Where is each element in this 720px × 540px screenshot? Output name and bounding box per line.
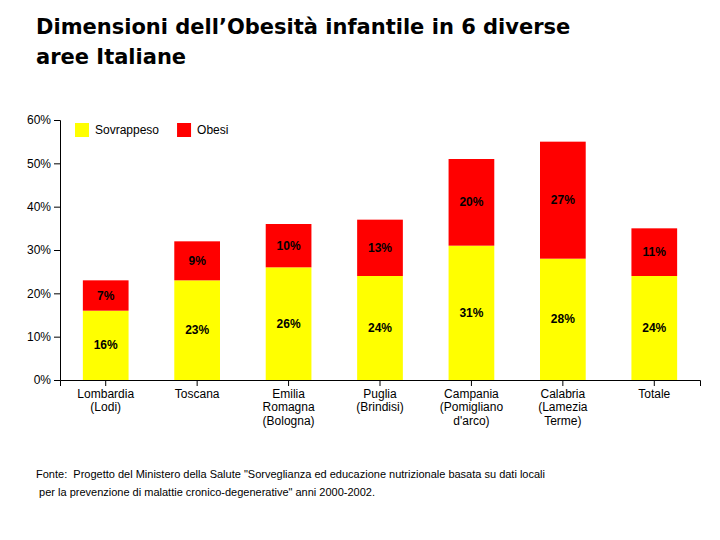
y-tick-label: 50% — [27, 157, 51, 171]
x-tick: EmiliaRomagna(Bologna) — [263, 380, 315, 428]
legend-item: Sovrappeso — [75, 123, 159, 137]
footnote: per la prevenzione di malattie cronico-d… — [36, 486, 375, 498]
bar — [83, 280, 129, 310]
y-tick-label: 10% — [27, 330, 51, 344]
x-tick-mark — [288, 380, 289, 386]
x-tick-label: EmiliaRomagna(Bologna) — [263, 387, 315, 429]
title: Dimensioni dell’Obesità infantile in 6 d… — [36, 15, 570, 69]
x-tick-label: Lombardia(Lodi) — [77, 387, 134, 415]
x-tick: Calabria(LameziaTerme) — [538, 380, 588, 428]
legend-label: Sovrappeso — [95, 123, 159, 137]
y-tick: 30% — [27, 243, 60, 257]
bar — [631, 276, 677, 380]
data-label: 28% — [551, 312, 575, 326]
y-tick-label: 30% — [27, 243, 51, 257]
bar — [540, 259, 586, 380]
y-tick-mark — [54, 120, 60, 121]
bar — [174, 280, 220, 380]
data-labels: 16% 23% 26% 24% 31% 28% 24% 7% 9% 10% 13% 20% 27% 11% — [94, 193, 667, 352]
y-tick-label: 60% — [27, 113, 51, 127]
data-label: 20% — [459, 195, 483, 209]
x-tick: Toscana — [175, 380, 220, 401]
bar — [449, 159, 495, 246]
data-label: 27% — [551, 193, 575, 207]
legend-swatch — [177, 123, 191, 137]
y-tick: 10% — [27, 330, 60, 344]
y-tick: 40% — [27, 200, 60, 214]
x-tick: Totale — [638, 380, 670, 401]
data-label: 24% — [368, 321, 392, 335]
bar — [266, 224, 312, 267]
legend-swatch — [75, 123, 89, 137]
data-label: 13% — [368, 241, 392, 255]
data-label: 9% — [188, 254, 206, 268]
y-tick-label: 0% — [34, 373, 52, 387]
x-axis: Lombardia(Lodi) Toscana EmiliaRomagna(Bolo… — [61, 380, 701, 428]
data-label: 31% — [459, 306, 483, 320]
y-tick: 20% — [27, 287, 60, 301]
x-tick-mark — [380, 380, 381, 386]
data-label: 7% — [97, 289, 115, 303]
legend-label: Obesi — [197, 123, 228, 137]
x-tick-label: Calabria(LameziaTerme) — [538, 387, 588, 429]
x-tick-mark — [562, 380, 563, 386]
y-tick-mark — [54, 163, 60, 164]
bar — [357, 220, 403, 276]
y-tick-mark — [54, 207, 60, 208]
bar — [631, 228, 677, 276]
footnote: Fonte: Progetto del Ministero della Salu… — [36, 468, 545, 480]
chart: 16% 23% 26% 24% 31% 28% 24% 7% 9% 10% 13% 20% 27% 11%… — [0, 0, 720, 540]
data-label: 23% — [185, 323, 209, 337]
y-axis-line — [54, 121, 61, 381]
y-tick: 60% — [27, 113, 60, 127]
data-label: 10% — [277, 239, 301, 253]
y-tick-label: 40% — [27, 200, 51, 214]
x-tick-mark — [471, 380, 472, 386]
bar — [449, 246, 495, 380]
x-tick-label: Campania(Pomiglianod'arco) — [440, 387, 504, 429]
x-tick-label: Totale — [638, 387, 670, 401]
x-axis-line — [61, 381, 701, 387]
data-label: 16% — [94, 338, 118, 352]
x-tick-mark — [197, 380, 198, 386]
bars — [83, 142, 677, 380]
data-label: 24% — [642, 321, 666, 335]
data-label: 11% — [643, 245, 667, 259]
bar — [540, 142, 586, 259]
y-tick-mark — [54, 380, 60, 381]
y-axis: 0% 10% 20% 30% 40% 50% 60% — [27, 113, 61, 387]
bar — [266, 267, 312, 380]
y-tick-label: 20% — [27, 287, 51, 301]
x-tick-label: Toscana — [175, 387, 220, 401]
x-tick: Lombardia(Lodi) — [77, 380, 134, 414]
x-tick: Campania(Pomiglianod'arco) — [440, 380, 504, 428]
y-tick: 0% — [34, 373, 60, 387]
legend: Sovrappeso Obesi — [75, 123, 228, 137]
data-label: 26% — [277, 317, 301, 331]
legend-item: Obesi — [177, 123, 228, 137]
x-tick-label: Puglia(Brindisi) — [356, 387, 403, 415]
bar — [83, 311, 129, 380]
y-tick: 50% — [27, 157, 60, 171]
x-tick-mark — [654, 380, 655, 386]
x-tick-mark — [105, 380, 106, 386]
y-tick-mark — [54, 250, 60, 251]
bar — [174, 241, 220, 280]
bar — [357, 276, 403, 380]
x-tick: Puglia(Brindisi) — [356, 380, 403, 414]
y-tick-mark — [54, 337, 60, 338]
y-tick-mark — [54, 293, 60, 294]
